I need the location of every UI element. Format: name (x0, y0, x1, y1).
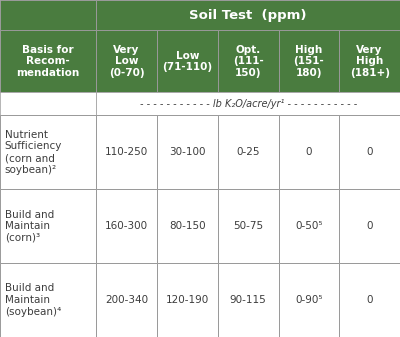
Text: 0: 0 (366, 147, 373, 157)
Bar (278, 263, 339, 337)
Text: 0: 0 (306, 147, 312, 157)
Bar (0, 115, 96, 189)
Text: Very
High
(181+): Very High (181+) (350, 45, 390, 78)
Bar (96, 263, 157, 337)
Text: Build and
Maintain
(corn)³: Build and Maintain (corn)³ (5, 210, 54, 243)
Text: 200-340: 200-340 (105, 295, 148, 305)
Bar (218, 189, 278, 263)
Text: High
(151-
180): High (151- 180) (294, 45, 324, 78)
Text: - - - - - - - - - - - lb K₂O/acre/yr¹ - - - - - - - - - - -: - - - - - - - - - - - lb K₂O/acre/yr¹ - … (140, 99, 357, 109)
Bar (218, 115, 278, 189)
Text: Soil Test  (ppm): Soil Test (ppm) (189, 9, 307, 22)
Text: 90-115: 90-115 (230, 295, 266, 305)
Bar (0, 92, 96, 115)
Bar (96, 115, 157, 189)
Text: 120-190: 120-190 (166, 295, 209, 305)
Text: 0: 0 (366, 295, 373, 305)
Bar (218, 30, 278, 92)
Text: 110-250: 110-250 (105, 147, 148, 157)
Text: Low
(71-110): Low (71-110) (162, 51, 212, 72)
Text: 30-100: 30-100 (169, 147, 206, 157)
Bar (96, 30, 157, 92)
Bar (96, 92, 400, 115)
Bar (157, 189, 218, 263)
Bar (278, 30, 339, 92)
Bar (0, 263, 96, 337)
Text: 160-300: 160-300 (105, 221, 148, 231)
Bar (96, 189, 157, 263)
Bar (278, 115, 339, 189)
Bar (96, 0, 400, 30)
Text: Opt.
(111-
150): Opt. (111- 150) (233, 45, 264, 78)
Bar (339, 115, 400, 189)
Bar (278, 189, 339, 263)
Text: Build and
Maintain
(soybean)⁴: Build and Maintain (soybean)⁴ (5, 283, 61, 317)
Bar (339, 30, 400, 92)
Text: 80-150: 80-150 (169, 221, 206, 231)
Text: 0-90⁵: 0-90⁵ (295, 295, 323, 305)
Bar (339, 189, 400, 263)
Text: Nutrient
Sufficiency
(corn and
soybean)²: Nutrient Sufficiency (corn and soybean)² (5, 130, 62, 175)
Text: Basis for
Recom-
mendation: Basis for Recom- mendation (16, 45, 80, 78)
Bar (0, 30, 96, 92)
Bar (157, 30, 218, 92)
Text: 0-50⁵: 0-50⁵ (295, 221, 323, 231)
Text: 0-25: 0-25 (236, 147, 260, 157)
Bar (157, 263, 218, 337)
Text: 50-75: 50-75 (233, 221, 263, 231)
Bar (0, 189, 96, 263)
Bar (339, 263, 400, 337)
Bar (218, 263, 278, 337)
Bar (0, 0, 96, 30)
Text: Very
Low
(0-70): Very Low (0-70) (109, 45, 144, 78)
Text: 0: 0 (366, 221, 373, 231)
Bar (157, 115, 218, 189)
